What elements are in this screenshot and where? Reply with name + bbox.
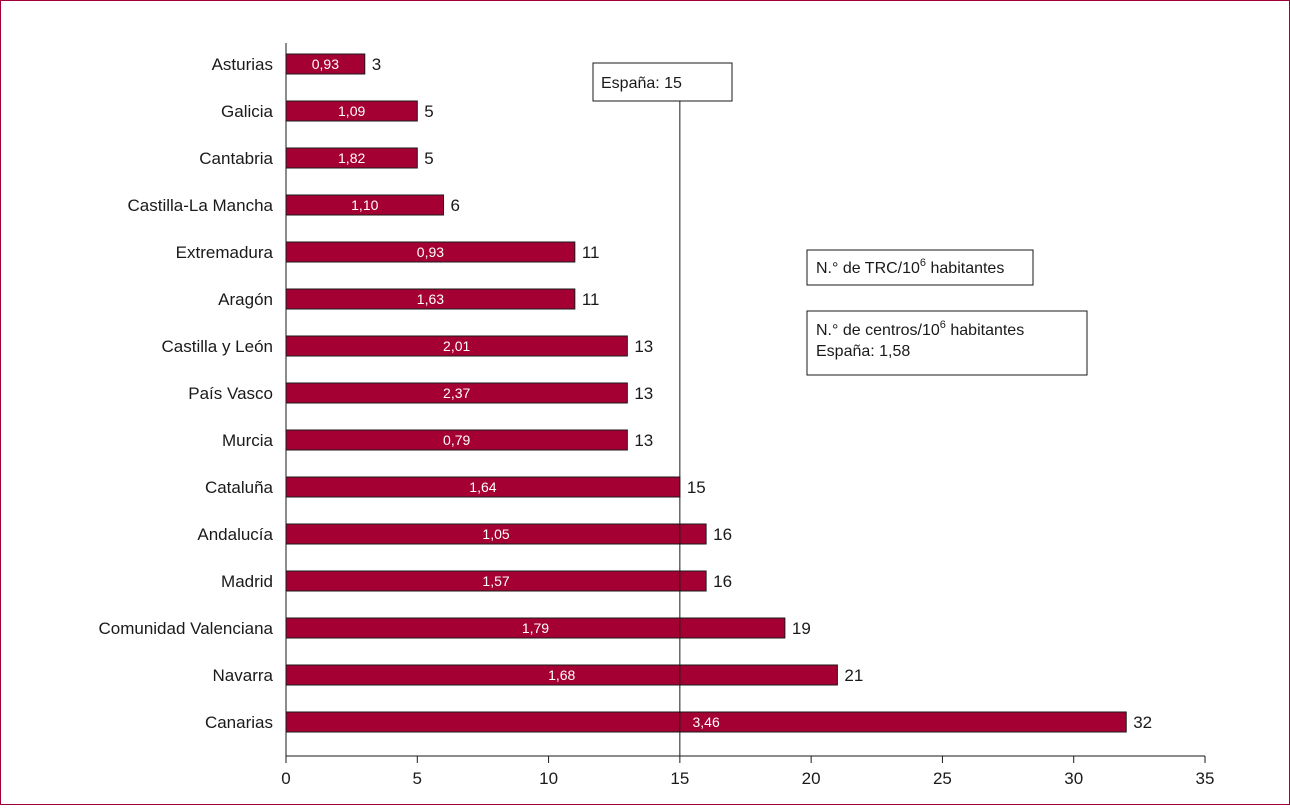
x-tick-label: 25: [933, 769, 952, 788]
bar-value-label: 5: [424, 149, 433, 168]
bar-value-label: 13: [634, 431, 653, 450]
category-label: Asturias: [212, 55, 273, 74]
bar-inner-label: 3,46: [692, 714, 719, 730]
x-tick-label: 0: [281, 769, 290, 788]
bar-value-label: 13: [634, 384, 653, 403]
reference-label-box: [592, 62, 733, 102]
legend-trc-suffix: habitantes: [926, 260, 1004, 277]
bar-inner-label: 0,93: [312, 56, 339, 72]
category-label: Galicia: [221, 102, 274, 121]
bar-inner-label: 1,10: [351, 197, 378, 213]
bar-value-label: 3: [372, 55, 381, 74]
legend-centros-sup: 6: [940, 319, 946, 331]
bar-value-label: 13: [634, 337, 653, 356]
category-label: Canarias: [205, 713, 273, 732]
bar-inner-label: 1,82: [338, 150, 365, 166]
bar-inner-label: 1,57: [482, 573, 509, 589]
bar-value-label: 11: [582, 290, 600, 309]
bar-inner-label: 1,64: [469, 479, 496, 495]
x-tick-label: 35: [1196, 769, 1215, 788]
bar-inner-label: 1,09: [338, 103, 365, 119]
bar-value-label: 15: [687, 478, 706, 497]
legend-centros-box: [806, 310, 1088, 376]
bar-value-label: 21: [844, 666, 863, 685]
bar-inner-label: 1,05: [482, 526, 509, 542]
category-label: Extremadura: [176, 243, 274, 262]
x-tick-label: 30: [1064, 769, 1083, 788]
reference-label: España: 15: [601, 75, 682, 92]
legend-centros-line2: España: 1,58: [816, 343, 910, 360]
x-tick-label: 10: [539, 769, 558, 788]
legend-trc-prefix: N.° de TRC/10: [816, 260, 920, 277]
category-label: Cantabria: [199, 149, 273, 168]
legend-centros-text: N.° de centros/106 habitantes: [816, 319, 1024, 339]
bar-value-label: 19: [792, 619, 811, 638]
bar-value-label: 16: [713, 525, 732, 544]
category-label: Comunidad Valenciana: [98, 619, 273, 638]
category-label: Castilla y León: [161, 337, 273, 356]
bar-value-label: 6: [451, 196, 460, 215]
bar-value-label: 5: [424, 102, 433, 121]
x-tick-label: 15: [670, 769, 689, 788]
category-label: Murcia: [222, 431, 274, 450]
x-tick-label: 5: [413, 769, 422, 788]
bar-inner-label: 2,37: [443, 385, 470, 401]
category-label: Castilla-La Mancha: [127, 196, 273, 215]
legend-centros-suffix: habitantes: [946, 322, 1024, 339]
bar-inner-label: 2,01: [443, 338, 470, 354]
category-label: País Vasco: [188, 384, 273, 403]
bar-value-label: 16: [713, 572, 732, 591]
category-label: Navarra: [213, 666, 274, 685]
legend-trc-box: [806, 249, 1034, 286]
bar-inner-label: 0,79: [443, 432, 470, 448]
legend-trc-text: N.° de TRC/106 habitantes: [816, 257, 1004, 277]
bar-inner-label: 1,63: [417, 291, 444, 307]
category-label: Andalucía: [197, 525, 273, 544]
bar-inner-label: 1,79: [522, 620, 549, 636]
category-label: Cataluña: [205, 478, 274, 497]
bar-value-label: 11: [582, 243, 600, 262]
bar-inner-label: 0,93: [417, 244, 444, 260]
legend-centros-prefix: N.° de centros/10: [816, 322, 940, 339]
category-label: Aragón: [218, 290, 273, 309]
x-tick-label: 20: [802, 769, 821, 788]
bar-value-label: 32: [1133, 713, 1152, 732]
legend-trc-sup: 6: [920, 257, 926, 269]
category-label: Madrid: [221, 572, 273, 591]
bar-inner-label: 1,68: [548, 667, 575, 683]
